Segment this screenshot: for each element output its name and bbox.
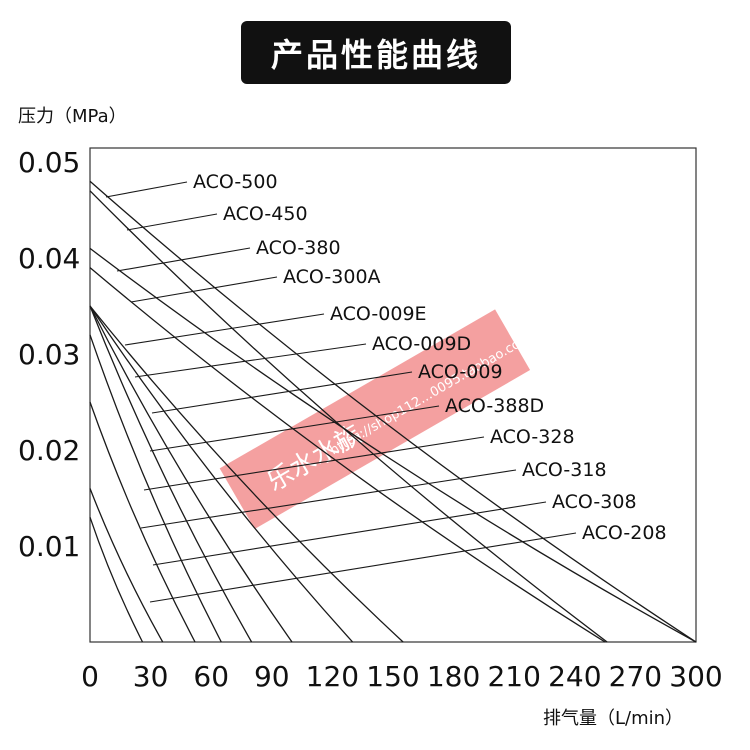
series-label: ACO-380 (256, 237, 341, 259)
y-axis-label: 压力（MPa） (18, 106, 127, 127)
watermark-band (219, 309, 531, 530)
series-label: ACO-009E (330, 303, 427, 325)
series-label: ACO-500 (193, 171, 278, 193)
y-tick-label: 0.04 (18, 242, 80, 275)
leader-line (152, 501, 547, 566)
x-tick-label: 120 (306, 660, 359, 693)
y-ticks: 0.01 0.02 0.03 0.04 0.05 (18, 146, 80, 563)
series-curve (89, 305, 404, 643)
x-tick-label: 90 (254, 660, 290, 693)
leader-line (140, 469, 517, 529)
series-curve (89, 305, 253, 643)
series-label: ACO-208 (582, 522, 667, 544)
series-label: ACO-300A (283, 266, 381, 288)
leader-line (116, 247, 251, 272)
leader-lines (105, 181, 577, 603)
x-axis-label: 排气量（L/min） (543, 708, 683, 729)
series-label: ACO-328 (490, 426, 575, 448)
leader-line (126, 213, 218, 231)
x-tick-label: 60 (193, 660, 229, 693)
series-label: ACO-009D (372, 333, 471, 355)
x-tick-label: 0 (81, 660, 99, 693)
series-curve (89, 305, 293, 643)
chart-title: 产品性能曲线 (241, 21, 511, 84)
series-curve (89, 516, 144, 643)
y-tick-label: 0.03 (18, 338, 80, 371)
x-tick-label: 180 (427, 660, 480, 693)
leader-line (151, 371, 413, 414)
x-tick-label: 240 (548, 660, 601, 693)
y-tick-label: 0.05 (18, 146, 80, 179)
series-curve (89, 247, 697, 643)
series-label: ACO-388D (445, 395, 544, 417)
x-tick-label: 300 (669, 660, 722, 693)
x-tick-label: 150 (366, 660, 419, 693)
leader-line (149, 405, 440, 452)
series-label: ACO-318 (522, 459, 607, 481)
leader-line (149, 532, 577, 603)
x-tick-label: 210 (487, 660, 540, 693)
x-tick-label: 270 (609, 660, 662, 693)
y-tick-label: 0.01 (18, 530, 80, 563)
y-tick-label: 0.02 (18, 434, 80, 467)
series-labels: ACO-500 ACO-450 ACO-380 ACO-300A ACO-009E ACO… (193, 171, 667, 544)
leader-line (143, 436, 485, 491)
series-label: ACO-009 (418, 361, 503, 383)
series-label: ACO-450 (223, 203, 308, 225)
leader-line (130, 276, 278, 303)
series-curve (89, 401, 196, 643)
series-curve (89, 334, 222, 643)
series-curve (89, 488, 164, 643)
series-curve (89, 180, 697, 643)
plot-frame (89, 147, 697, 643)
curves (89, 180, 697, 643)
series-curve (89, 267, 606, 643)
x-ticks: 0 30 60 90 120 150 180 210 240 270 300 (81, 660, 723, 693)
x-tick-label: 30 (133, 660, 169, 693)
leader-line (124, 313, 325, 346)
leader-line (105, 181, 188, 198)
series-label: ACO-308 (552, 491, 637, 513)
leader-line (134, 343, 367, 378)
